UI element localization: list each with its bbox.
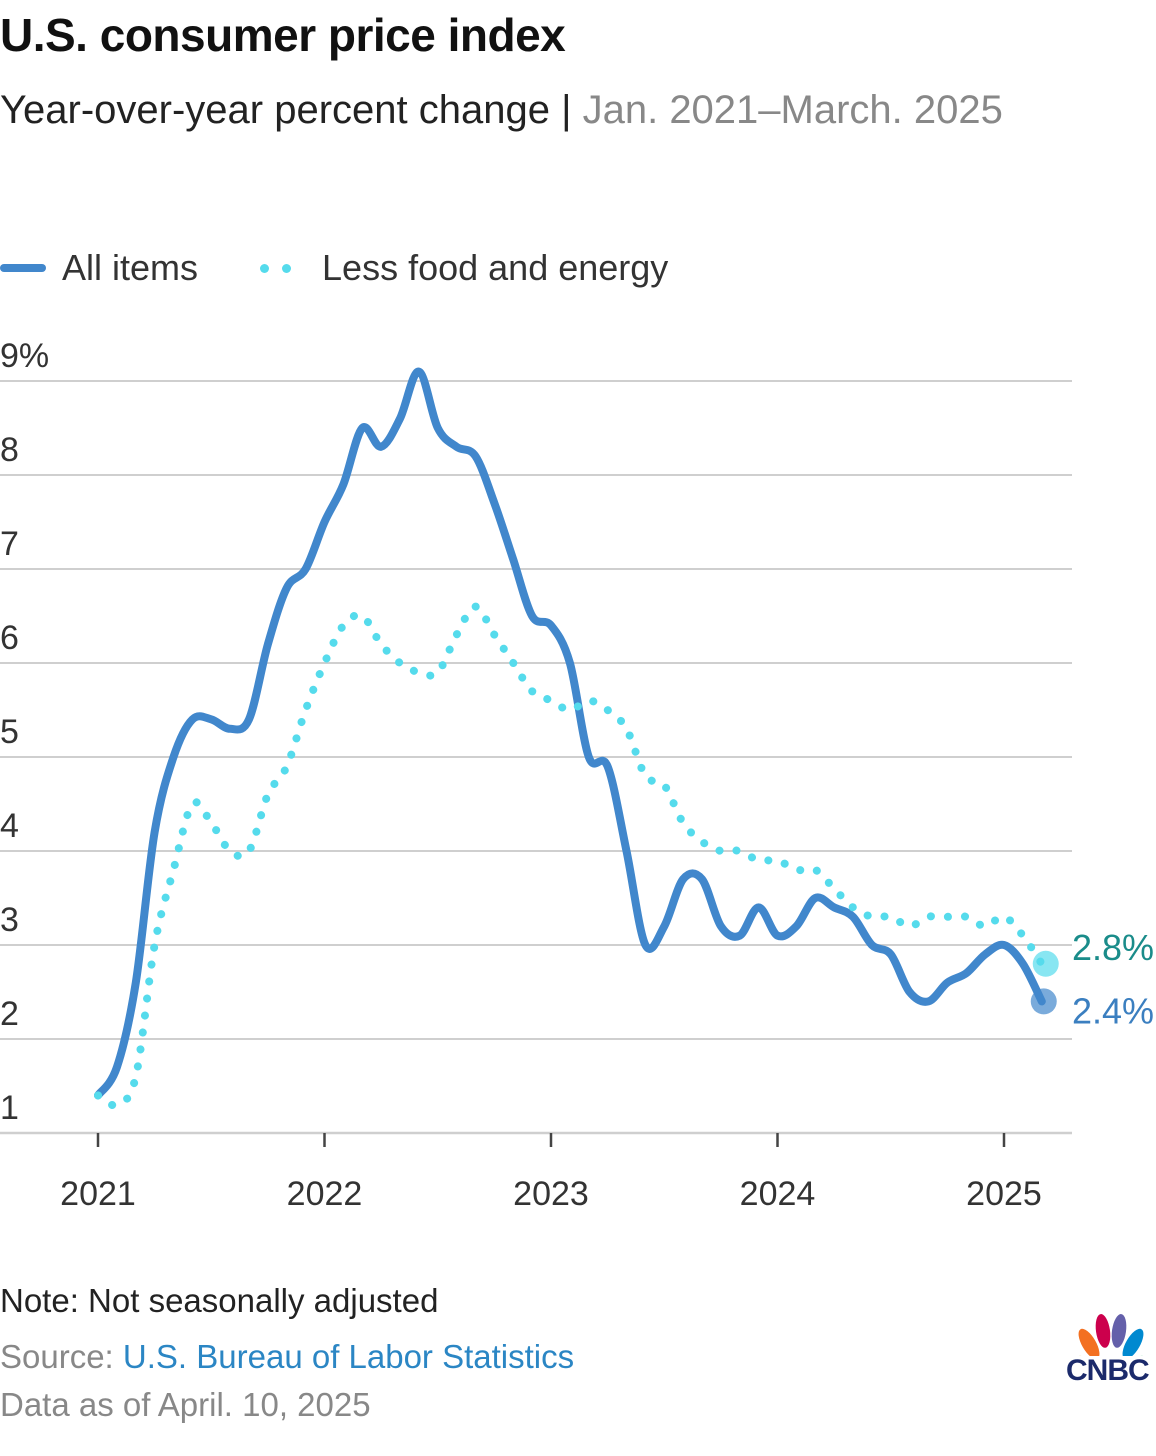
legend-label-less-food-energy: Less food and energy [322, 247, 669, 288]
chart-subtitle: Year-over-year percent change | Jan. 202… [0, 82, 1100, 138]
legend-swatch-solid-line [0, 264, 46, 272]
x-axis: 2021 2022 2023 2024 2025 [60, 1133, 1042, 1213]
source-link[interactable]: U.S. Bureau of Labor Statistics [122, 1338, 575, 1375]
chart-legend: All items Less food and energy [0, 244, 726, 292]
legend-swatch-dotted-line [256, 263, 302, 273]
legend-label-all-items: All items [62, 247, 199, 288]
end-label-less-food-energy: 2.8% [1072, 927, 1154, 968]
y-tick-label-3: 3 [0, 901, 19, 939]
x-tick-label-2025: 2025 [966, 1175, 1042, 1213]
subtitle-date-range: Jan. 2021–March. 2025 [582, 88, 1003, 132]
subtitle-separator: | [549, 88, 583, 132]
y-tick-label-9: 9% [0, 337, 49, 375]
legend-item-all-items: All items [0, 247, 198, 289]
y-tick-label-8: 8 [0, 431, 19, 469]
y-tick-label-2: 2 [0, 995, 19, 1033]
y-axis-labels: 1 2 3 4 5 6 7 8 9% [0, 337, 49, 1127]
end-label-all-items: 2.4% [1072, 990, 1154, 1031]
logo-wordmark: CNBC [1066, 1354, 1150, 1387]
cnbc-logo: CNBC [1066, 1308, 1156, 1394]
x-tick-label-2023: 2023 [513, 1175, 589, 1213]
end-marker-less-food-energy [1032, 950, 1059, 977]
x-tick-label-2024: 2024 [740, 1175, 816, 1213]
legend-item-less-food-energy: Less food and energy [256, 247, 668, 289]
footer-note: Note: Not seasonally adjusted [0, 1282, 439, 1319]
y-tick-label-4: 4 [0, 807, 19, 845]
footer-source: Source: U.S. Bureau of Labor Statistics [0, 1338, 574, 1376]
peacock-icon [1074, 1314, 1148, 1376]
end-markers: 2.8% 2.4% [1030, 927, 1154, 1031]
source-label: Source: [0, 1338, 123, 1375]
y-tick-label-5: 5 [0, 713, 19, 751]
x-tick-label-2021: 2021 [60, 1175, 136, 1213]
gridlines [0, 380, 1072, 1135]
series-line-less-food-energy [94, 602, 1046, 1110]
y-tick-label-7: 7 [0, 525, 19, 563]
chart-title: U.S. consumer price index [0, 9, 566, 61]
subtitle-main: Year-over-year percent change [0, 88, 550, 132]
series-line-all-items [94, 367, 1046, 1100]
end-marker-all-items [1030, 988, 1057, 1015]
x-tick-label-2022: 2022 [287, 1175, 363, 1213]
cpi-line-chart: 1 2 3 4 5 6 7 8 9% 2021 2022 2023 2024 2025 2.8% 2.4% [0, 337, 1154, 1213]
y-tick-label-6: 6 [0, 619, 19, 657]
y-tick-label-1: 1 [0, 1089, 19, 1127]
footer-data-as-of: Data as of April. 10, 2025 [0, 1386, 371, 1423]
